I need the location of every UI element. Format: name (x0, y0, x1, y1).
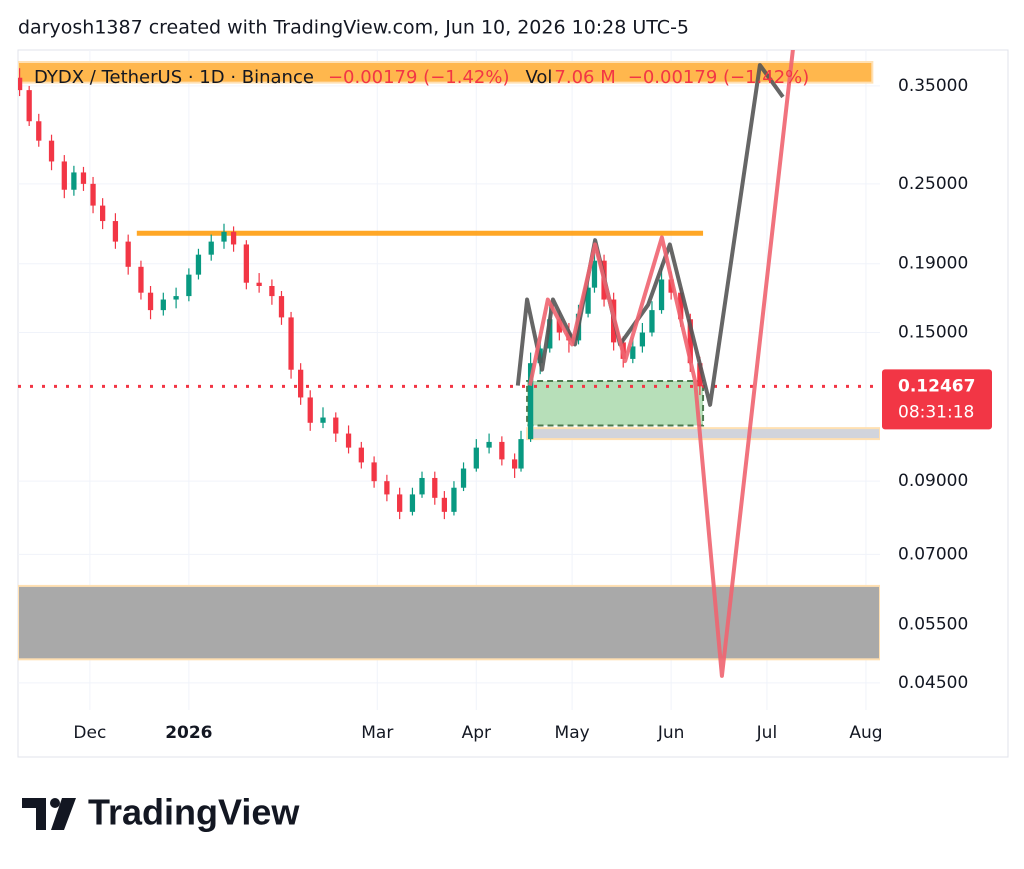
candle-body (125, 241, 131, 267)
candle-body (639, 332, 646, 347)
candle-body (243, 244, 249, 283)
candle-body (48, 140, 55, 162)
x-tick-label: Mar (361, 723, 393, 743)
y-tick-label: 0.07000 (898, 544, 968, 564)
candle-body (288, 317, 294, 370)
candle-body (585, 287, 591, 314)
x-tick-label: Dec (73, 723, 106, 743)
legend-value: Vol (525, 67, 552, 88)
plot-area (18, 50, 880, 710)
zone (526, 379, 705, 427)
legend-value: −0.00179 (−1.42%) (328, 67, 510, 88)
candle-body (208, 241, 214, 255)
candle-body (18, 77, 23, 91)
chart-title: daryosh1387 created with TradingView.com… (18, 17, 689, 39)
brand-name: TradingView (88, 792, 300, 833)
legend-symbol: DYDX / TetherUS · 1D · Binance (34, 67, 314, 88)
candle-body (112, 221, 119, 242)
x-tick-label: Jul (756, 723, 778, 743)
candle-body (556, 319, 562, 333)
x-tick-label: May (555, 723, 590, 743)
logo-dot (50, 798, 60, 808)
candle-body (499, 441, 505, 460)
candle-body (486, 441, 492, 448)
x-tick-label: Aug (849, 723, 882, 743)
candle-body (591, 260, 598, 288)
brand-logo: TradingView (22, 792, 300, 833)
candle-body (473, 447, 479, 469)
candle-body (160, 299, 166, 311)
candle-body (547, 319, 553, 349)
candle-body (630, 346, 636, 359)
candle-body (147, 292, 154, 311)
candle-body (80, 172, 87, 184)
candle-body (278, 296, 285, 318)
candle-body (195, 254, 202, 275)
candle-body (358, 447, 364, 463)
candle-body (518, 439, 524, 469)
candle-body (441, 497, 448, 512)
candle-body (451, 487, 457, 512)
candle-body (333, 417, 339, 434)
zone (18, 584, 880, 661)
countdown-label: 08:31:18 (898, 402, 974, 422)
overlay: DYDX / TetherUS · 1D · Binance −0.00179 … (34, 67, 809, 88)
candle-body (173, 296, 179, 300)
last-price-label: 0.12467 (898, 376, 975, 396)
x-tick-label: 2026 (165, 723, 212, 743)
y-tick-label: 0.05500 (898, 615, 968, 635)
candle-body (678, 292, 684, 320)
zone (526, 427, 880, 441)
candle-body (371, 462, 377, 482)
candle-body (230, 231, 237, 245)
axes: 0.35000 0.25000 0.19000 0.15000 0.09000 0.070… (73, 76, 992, 743)
y-tick-label: 0.25000 (898, 174, 968, 194)
last-price-box (882, 369, 992, 430)
candle-body (269, 285, 275, 297)
y-tick-label: 0.15000 (898, 323, 968, 343)
candle-body (90, 183, 96, 206)
candle-body (397, 494, 403, 512)
candle-body (61, 161, 67, 190)
x-tick-label: Apr (462, 723, 491, 743)
candle-body (409, 494, 416, 512)
candle-body (298, 369, 304, 398)
candle-body (186, 274, 192, 297)
candle-body (307, 397, 313, 423)
candle-body (527, 363, 534, 440)
candle-body (256, 282, 262, 286)
projection-path (528, 50, 795, 678)
candle-body (345, 433, 352, 448)
y-tick-label: 0.35000 (898, 76, 968, 96)
candle-body (432, 477, 438, 498)
candle-body (320, 417, 326, 423)
candle-body (221, 231, 227, 242)
x-tick-label: Jun (657, 723, 685, 743)
y-tick-label: 0.19000 (898, 254, 968, 274)
candle-body (649, 310, 655, 333)
candle-body (687, 319, 693, 364)
y-tick-label: 0.09000 (898, 471, 968, 491)
zone (18, 61, 874, 84)
legend-value: −0.00179 (−1.42%) (628, 67, 810, 88)
candle-body (511, 459, 518, 469)
candle-body (100, 205, 106, 222)
candle-body (26, 90, 32, 122)
candle-body (419, 477, 425, 495)
candle-body (138, 266, 144, 293)
candle-body (658, 279, 665, 311)
candle-body (384, 481, 390, 495)
logo-mark (22, 798, 46, 830)
candle-body (71, 172, 77, 190)
legend-value: 7.06 M (554, 67, 615, 88)
logo-mark (51, 798, 76, 830)
y-tick-label: 0.04500 (898, 673, 968, 693)
candle-body (460, 468, 467, 488)
candle-body (697, 363, 703, 387)
candle-body (36, 121, 42, 141)
